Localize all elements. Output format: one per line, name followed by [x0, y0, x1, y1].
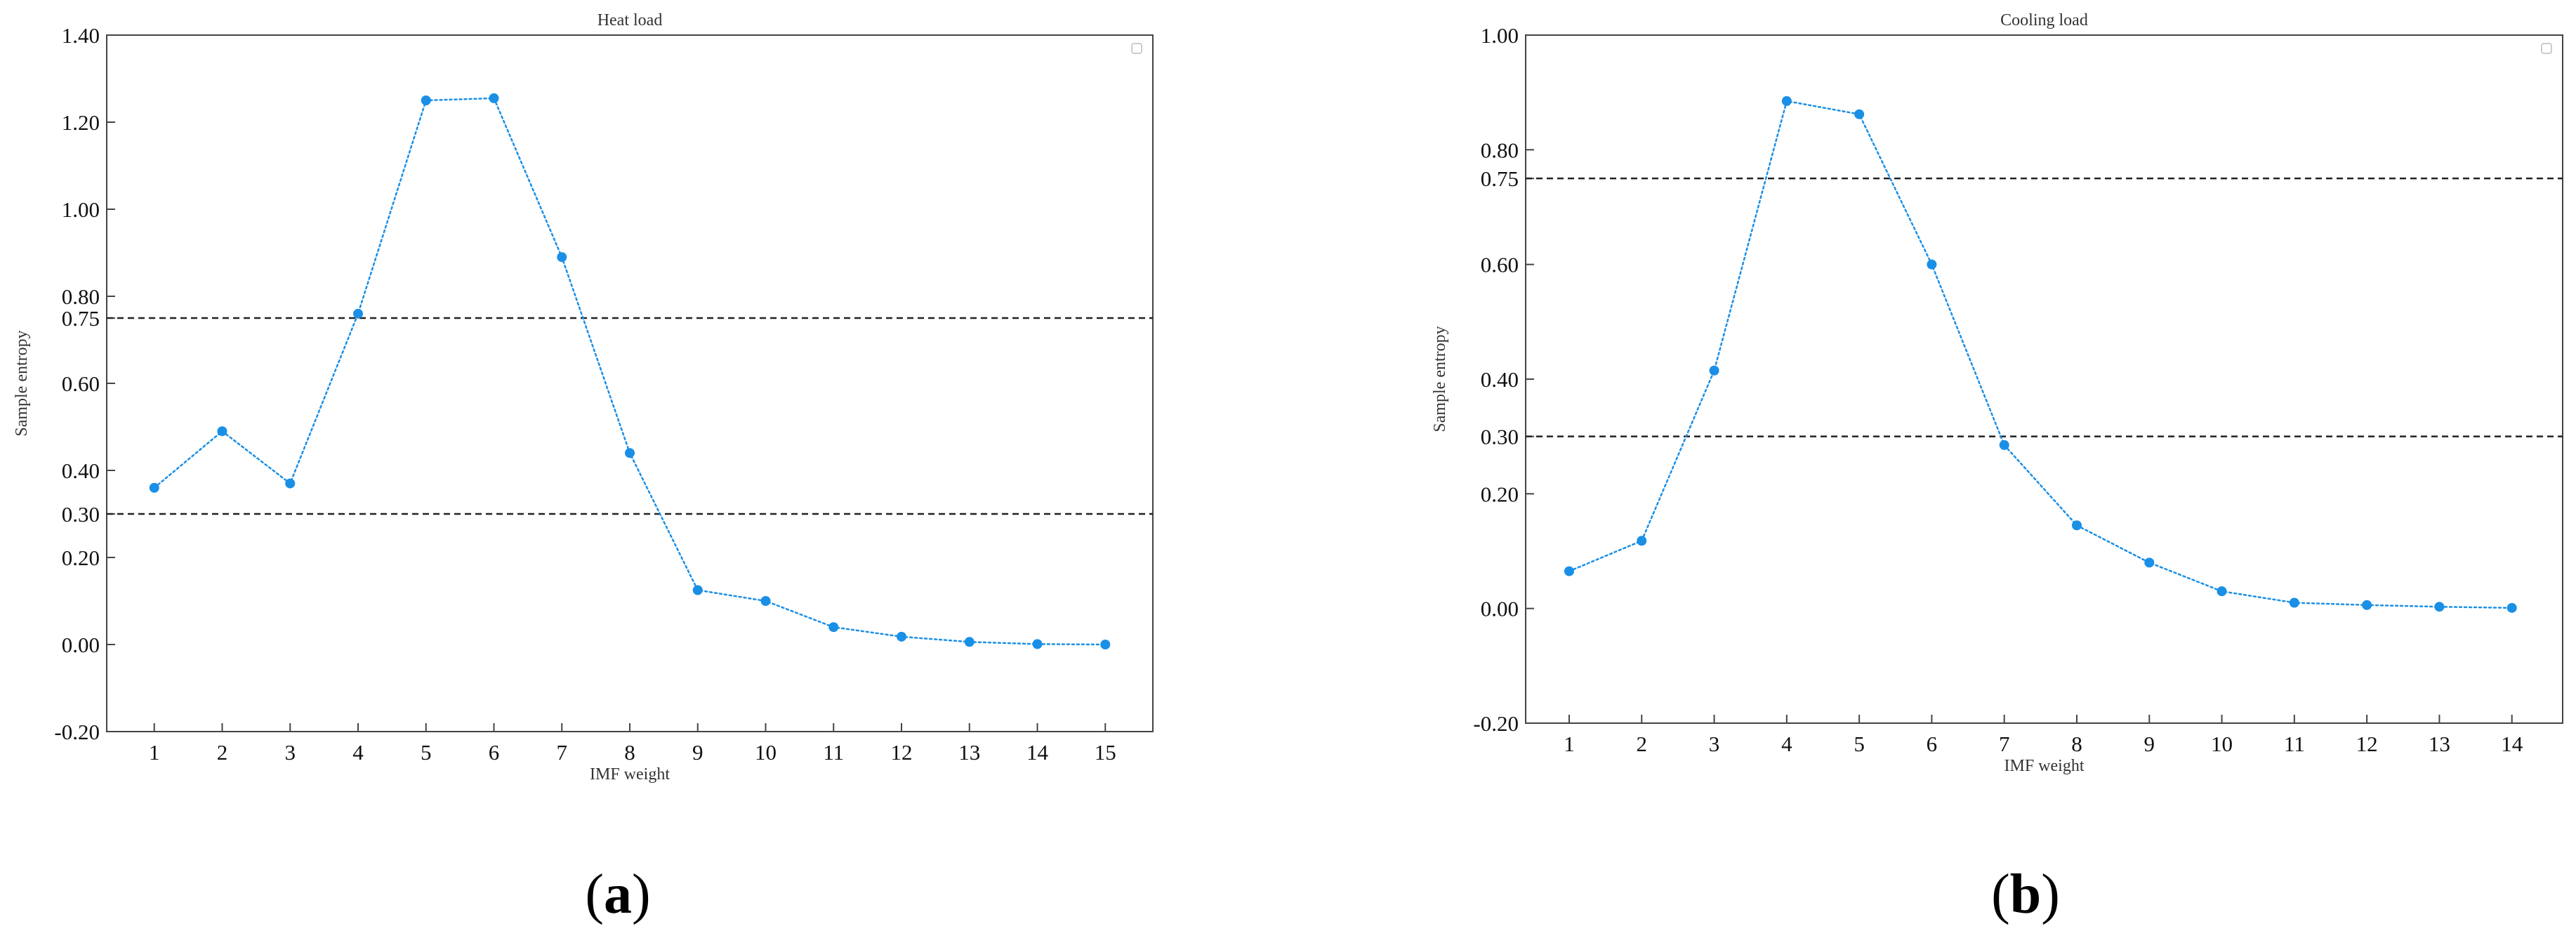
data-point	[2362, 600, 2372, 610]
x-tick-label: 14	[2501, 732, 2523, 756]
data-point	[1999, 440, 2009, 450]
data-point	[760, 596, 771, 606]
x-tick-label: 6	[1927, 732, 1938, 756]
x-tick-label: 10	[755, 740, 777, 765]
y-tick-label: -0.20	[54, 720, 100, 744]
x-tick-label: 2	[1637, 732, 1648, 756]
x-tick-label: 12	[2356, 732, 2378, 756]
x-tick-label: 5	[421, 740, 432, 765]
data-point	[1032, 639, 1043, 649]
y-tick-label: 0.40	[1481, 367, 1519, 392]
y-tick-label: 0.30	[1481, 425, 1519, 449]
data-point	[1781, 95, 1792, 106]
data-point	[352, 308, 363, 319]
y-tick-label: 0.75	[1481, 166, 1519, 191]
y-tick-label: 0.00	[62, 633, 100, 657]
x-tick-label: 15	[1095, 740, 1116, 765]
data-point	[2071, 520, 2082, 531]
plot-frame	[106, 34, 1154, 732]
data-point	[149, 482, 159, 493]
y-tick-label: 0.40	[62, 458, 100, 483]
y-tick-label: 1.00	[62, 197, 100, 222]
data-point	[828, 622, 839, 633]
y-tick-label: 1.40	[62, 23, 100, 48]
data-point	[2434, 602, 2445, 612]
x-tick-label: 4	[352, 740, 364, 765]
data-point	[2217, 586, 2227, 597]
panel-label: (a)	[585, 864, 650, 925]
legend-box	[1131, 43, 1142, 54]
panel-label: (b)	[1991, 864, 2060, 925]
x-axis-label: IMF weight	[2004, 757, 2085, 775]
y-tick-label: 1.00	[1481, 23, 1519, 48]
y-axis-label: Sample entropy	[13, 330, 31, 436]
y-tick-label: 1.20	[62, 110, 100, 135]
data-point	[217, 426, 227, 437]
chart-cooling-load: Cooling load -0.20 0.00 0.20 0.30 0.40 0.60 0.…	[1431, 11, 2563, 925]
x-tick-label: 6	[489, 740, 500, 765]
x-tick-label: 1	[149, 740, 160, 765]
y-axis-label: Sample entropy	[1431, 326, 1449, 432]
y-tick-label: -0.20	[1473, 711, 1519, 736]
data-point	[692, 585, 703, 595]
x-tick-label: 1	[1564, 732, 1575, 756]
x-tick-label: 11	[2284, 732, 2305, 756]
data-point	[557, 252, 567, 263]
data-point	[1854, 109, 1865, 119]
x-tick-label: 5	[1854, 732, 1865, 756]
plot-frame	[1525, 34, 2563, 724]
y-tick-label: 0.60	[62, 371, 100, 396]
data-point	[897, 631, 907, 642]
x-tick-label: 14	[1026, 740, 1049, 765]
panel-letter: b	[2010, 864, 2042, 925]
y-tick-label: 0.80	[62, 284, 100, 309]
data-point	[2506, 602, 2517, 613]
x-tick-label: 9	[692, 740, 704, 765]
y-tick-label: 0.80	[1481, 138, 1519, 162]
x-tick-label: 3	[284, 740, 296, 765]
y-tick-label: 0.00	[1481, 597, 1519, 621]
data-point	[1564, 566, 1574, 576]
x-tick-label: 10	[2211, 732, 2233, 756]
y-tick-label: 0.20	[1481, 482, 1519, 506]
data-point	[421, 95, 431, 105]
chart-title: Cooling load	[2000, 11, 2088, 29]
data-point	[2144, 557, 2155, 568]
x-axis-label: IMF weight	[590, 765, 670, 784]
chart-title: Heat load	[597, 11, 663, 29]
x-tick-label: 7	[1999, 732, 2010, 756]
data-point	[285, 478, 296, 489]
data-point	[1709, 365, 1719, 376]
legend-box	[2541, 43, 2552, 54]
plot-area: -0.20 0.00 0.20 0.30 0.40 0.60 0.750.80 1.00 1.2…	[54, 23, 1154, 765]
x-tick-label: 8	[624, 740, 635, 765]
y-tick-label: 0.20	[62, 546, 100, 570]
x-tick-label: 7	[556, 740, 567, 765]
data-point	[2289, 597, 2299, 608]
x-tick-label: 9	[2144, 732, 2155, 756]
panel-letter: a	[604, 864, 632, 925]
x-tick-label: 3	[1709, 732, 1720, 756]
x-tick-label: 13	[2429, 732, 2450, 756]
data-point	[625, 448, 635, 458]
x-tick-label: 2	[217, 740, 228, 765]
plot-area: -0.200.000.200.300.400.600.750.801.001 2 3…	[1473, 23, 2563, 756]
chart-heat-load: Heat load -0.20 0.00 0.20 0.30 0.40 0.60 0.750…	[13, 11, 1154, 925]
series-line	[1568, 100, 2513, 609]
y-tick-label: 0.60	[1481, 253, 1519, 277]
y-tick-label: 0.75	[62, 306, 100, 331]
x-tick-label: 13	[958, 740, 980, 765]
x-tick-label: 4	[1781, 732, 1792, 756]
data-point	[1637, 536, 1647, 546]
x-tick-label: 8	[2071, 732, 2082, 756]
data-point	[964, 637, 975, 647]
data-point	[1927, 259, 1937, 270]
x-tick-label: 11	[823, 740, 844, 765]
series-line	[153, 97, 1107, 646]
data-point	[489, 93, 499, 103]
x-tick-label: 12	[891, 740, 913, 765]
y-tick-label: 0.30	[62, 502, 100, 527]
data-point	[1100, 640, 1111, 649]
